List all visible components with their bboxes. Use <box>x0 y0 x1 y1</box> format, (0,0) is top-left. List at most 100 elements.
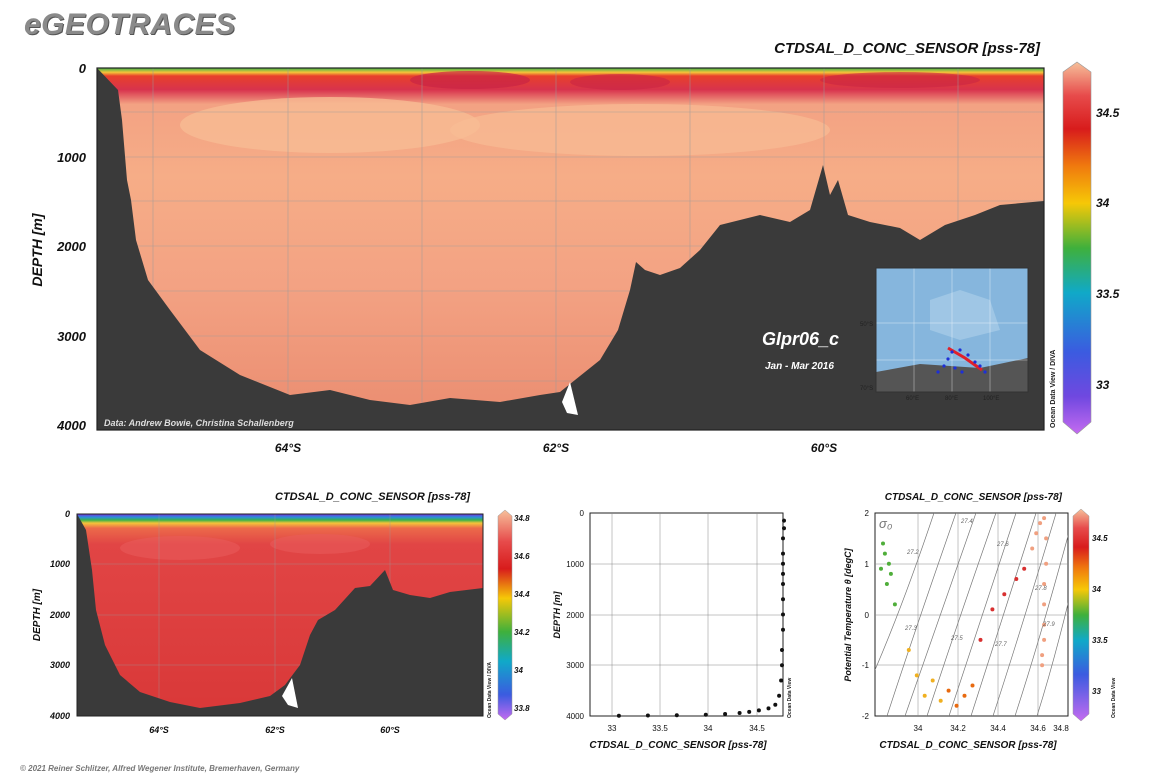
main-ytick: 2000 <box>56 239 87 254</box>
small-ytick: 3000 <box>50 660 70 670</box>
profile-xtick: 33 <box>608 724 617 733</box>
small-ylabel: DEPTH [m] <box>32 588 43 641</box>
small-xtick: 60°S <box>380 725 400 735</box>
main-colorbar-tick: 33 <box>1096 378 1110 392</box>
main-colorbar <box>1062 61 1092 435</box>
profile-point <box>645 713 650 718</box>
profile-point <box>747 709 752 714</box>
ts-colorbar-tick: 34.5 <box>1092 534 1108 543</box>
profile-xtick: 34.5 <box>749 724 765 733</box>
main-colorbar-tick: 34 <box>1096 196 1110 210</box>
ts-point <box>1034 531 1039 536</box>
profile-point <box>781 551 785 556</box>
ts-point <box>978 637 983 642</box>
main-colorbar-tick: 33.5 <box>1096 287 1120 301</box>
small-ytick: 2000 <box>49 610 70 620</box>
profile-point <box>780 648 784 652</box>
profile-point <box>616 713 621 718</box>
small-xtick: 62°S <box>265 725 285 735</box>
ts-xlabel: CTDSAL_D_CONC_SENSOR [pss-78] <box>879 740 1057 751</box>
isopycnal-label: 27.6 <box>996 542 1009 548</box>
main-ytick: 0 <box>79 61 87 76</box>
inset-lon-label: 60°E <box>906 396 919 402</box>
ts-point <box>888 571 893 576</box>
ts-point <box>1038 521 1043 526</box>
profile-point <box>674 713 679 718</box>
ts-point <box>1042 622 1047 627</box>
small-grid <box>77 514 483 716</box>
isopycnal-label: 27.2 <box>906 550 919 556</box>
ts-xtick: 34.4 <box>990 724 1006 733</box>
inset-map: 50°S 70°S 60°E 80°E 100°E <box>860 267 1029 402</box>
ts-ytick: -2 <box>862 712 870 721</box>
ts-point <box>1040 663 1045 668</box>
small-colorbar-tick: 34.8 <box>514 514 530 523</box>
main-colorbar-tick: 34.5 <box>1096 106 1120 120</box>
ts-point <box>1042 516 1047 521</box>
ts-isopycnals <box>875 513 1068 716</box>
ts-title: CTDSAL_D_CONC_SENSOR [pss-78] <box>885 492 1063 503</box>
profile-point <box>773 702 778 707</box>
small-watermark: Ocean Data View / DIVA <box>487 662 493 718</box>
profile-point <box>781 561 785 566</box>
ts-point <box>1022 566 1027 571</box>
profile-point <box>737 711 742 715</box>
profile-chart: 0 1000 2000 3000 4000 33 33.5 34 34.5 DE… <box>552 509 793 751</box>
sigma-symbol: σ₀ <box>879 516 893 531</box>
ts-point <box>881 541 885 546</box>
ts-ytick: 2 <box>865 509 870 518</box>
ts-ytick: -1 <box>862 661 870 670</box>
ts-point <box>922 693 927 698</box>
main-title: CTDSAL_D_CONC_SENSOR [pss-78] <box>774 40 1041 57</box>
main-xtick: 60°S <box>811 441 837 455</box>
ts-point <box>970 683 975 688</box>
inset-lon-label: 100°E <box>983 396 999 402</box>
small-xtick: 64°S <box>149 725 169 735</box>
ts-point <box>906 648 911 652</box>
profile-point <box>781 536 785 541</box>
ts-point <box>1042 602 1047 607</box>
profile-point <box>781 571 785 576</box>
ts-point <box>879 566 883 571</box>
profile-point <box>703 712 708 717</box>
profile-point <box>782 526 786 531</box>
small-colorbar-tick: 34 <box>514 666 523 675</box>
profile-ylabel: DEPTH [m] <box>552 590 562 638</box>
ts-point <box>1002 592 1007 597</box>
ts-point <box>1044 536 1049 541</box>
ts-point <box>954 703 959 708</box>
ts-xtick: 34 <box>914 724 923 733</box>
small-section-chart: CTDSAL_D_CONC_SENSOR [pss-78] 0 1000 200… <box>32 491 530 735</box>
profile-ytick: 2000 <box>566 611 584 620</box>
ts-ytick: 1 <box>865 560 870 569</box>
profile-point <box>766 706 771 711</box>
ts-colorbar-tick: 33 <box>1092 687 1101 696</box>
small-colorbar <box>497 509 513 721</box>
ts-colorbar-tick: 34 <box>1092 585 1101 594</box>
ts-point <box>946 688 951 693</box>
ts-xtick: 34.6 <box>1030 724 1046 733</box>
profile-ytick: 3000 <box>566 661 584 670</box>
main-xtick: 62°S <box>543 441 569 455</box>
profile-point <box>723 712 728 716</box>
ts-point <box>1014 577 1019 581</box>
ts-ytick: 0 <box>865 611 870 620</box>
isopycnal-label: 27.5 <box>950 636 963 642</box>
profile-point <box>779 678 784 683</box>
profile-points <box>616 518 786 718</box>
small-title: CTDSAL_D_CONC_SENSOR [pss-78] <box>275 491 470 503</box>
ts-point <box>914 673 919 678</box>
ts-xtick: 34.8 <box>1053 724 1069 733</box>
ts-point <box>886 561 891 566</box>
ts-ylabel: Potential Temperature θ [degC] <box>843 547 853 681</box>
small-ytick: 1000 <box>50 559 70 569</box>
main-ytick: 3000 <box>57 329 87 344</box>
isopycnal-label: 27.7 <box>994 642 1007 648</box>
copyright-footer: © 2021 Reiner Schlitzer, Alfred Wegener … <box>20 764 300 773</box>
ts-point <box>1030 546 1035 551</box>
isopycnal-label: 27.3 <box>904 626 917 632</box>
isopycnal-label: 27.9 <box>1042 622 1055 628</box>
ts-point <box>1044 561 1049 566</box>
ts-point <box>892 602 897 607</box>
main-xtick: 64°S <box>275 441 301 455</box>
